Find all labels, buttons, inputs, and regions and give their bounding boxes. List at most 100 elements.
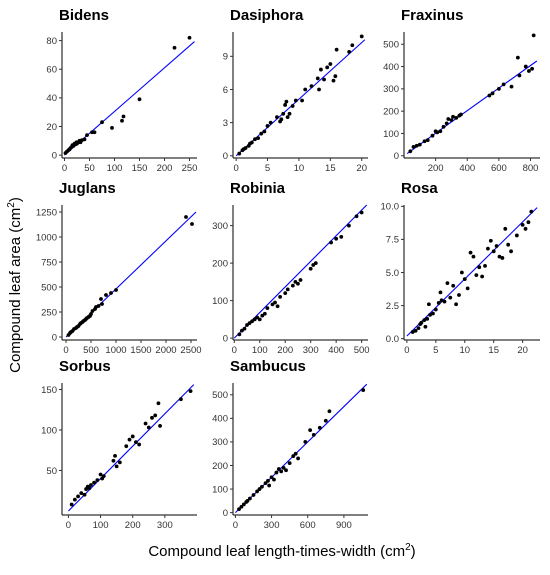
data-point [500,256,505,260]
x-tick-label: 2000 [155,345,176,356]
data-point [263,481,268,486]
data-point [260,484,264,489]
data-point [308,428,313,433]
x-tick-label: 10 [294,163,305,174]
data-point [287,461,292,466]
data-point [110,126,114,130]
x-axis-title-main: Compound leaf length-times-width (cm [148,543,405,560]
data-point [242,326,247,331]
data-point [328,62,333,66]
data-point [249,140,254,145]
data-point [490,91,495,96]
data-point [96,304,101,308]
y-tick-label: 400 [383,62,399,73]
data-point [323,418,328,423]
data-point [272,477,276,482]
data-point [501,82,506,87]
x-tick-label: 10 [459,345,470,356]
data-point [333,74,338,79]
data-point [190,222,194,226]
data-point [82,137,87,142]
data-point [425,138,430,143]
x-tick-label: 5 [433,345,438,356]
data-point [431,311,435,316]
data-point [291,454,296,458]
data-point [514,233,519,238]
data-point [255,489,260,494]
data-point [451,283,456,288]
data-point [309,84,314,89]
y-tick-label: 100 [212,296,228,307]
y-tick-label: 200 [383,106,399,117]
data-point [451,114,455,119]
data-point [237,507,241,512]
y-tick-label: 60 [46,65,57,76]
panel-title-fraxinus: Fraxinus [401,7,464,24]
x-tick-label: 0 [232,345,237,356]
data-point [281,465,286,470]
y-tick-label: 250 [41,307,57,318]
data-point [99,297,103,301]
data-point [327,409,332,414]
data-point [239,504,244,509]
data-point [120,118,124,123]
data-point [317,425,322,430]
data-point [315,76,320,81]
panel-title-juglans: Juglans [59,180,116,197]
data-point [462,277,467,282]
y-tick-label: 0 [223,151,228,162]
data-point [137,442,142,447]
y-tick-label: 500 [41,282,57,293]
data-point [124,444,129,449]
panel-dasiphora: Dasiphora 0 5 10 15 20 0 3 6 9 [223,7,368,174]
panel-bidens: Bidens 0 50 100 150 200 250 0 20 40 60 80 [46,7,197,174]
data-point [293,451,298,456]
data-point [279,117,284,122]
data-point [273,300,277,305]
data-point [517,73,522,78]
panel-robinia: Robinia 0 100 200 300 400 500 0 100 200 300 [212,180,369,356]
data-point [114,464,119,469]
x-tick-label: 0 [233,520,238,531]
data-point [184,215,188,219]
panel-title-sorbus: Sorbus [59,358,111,375]
data-point [287,111,292,116]
data-point [114,288,118,292]
x-tick-label: 100 [107,163,123,174]
y-tick-label: 10.0 [381,202,400,213]
x-tick-label: 500 [83,345,99,356]
data-point [445,281,450,285]
data-point [359,34,364,39]
x-tick-label: 100 [93,520,109,531]
data-point [179,397,183,402]
data-point [100,302,104,306]
data-point [509,84,514,89]
x-axis-title: Compound leaf length-times-width (cm2) [148,542,415,560]
y-tick-label: 40 [46,93,57,104]
fit-line [235,383,368,514]
data-point [237,151,242,156]
y-tick-label: 300 [212,437,228,448]
data-point [346,223,351,228]
fit-line [406,60,538,154]
y-tick-label: 0 [223,333,228,344]
data-point [471,254,476,259]
data-point [430,133,435,138]
data-point [303,440,308,444]
y-tick-label: 200 [212,461,228,472]
data-point [474,273,479,278]
data-point [438,290,443,295]
data-point [503,226,508,231]
y-tick-label: 9 [223,52,228,63]
y-tick-label: 0 [52,150,57,161]
data-point [241,502,246,507]
data-point [245,498,250,503]
data-point [454,302,458,307]
panel-rosa: Rosa 0 5 10 15 20 0.0 2.5 5.0 7.5 10.0 [381,180,540,356]
x-tick-label: 250 [182,163,198,174]
y-tick-label: 7.5 [386,235,399,246]
panel-title-bidens: Bidens [59,7,109,24]
y-tick-label: 300 [212,221,228,232]
data-point [350,43,355,48]
x-axis-title-end: ) [411,543,416,560]
